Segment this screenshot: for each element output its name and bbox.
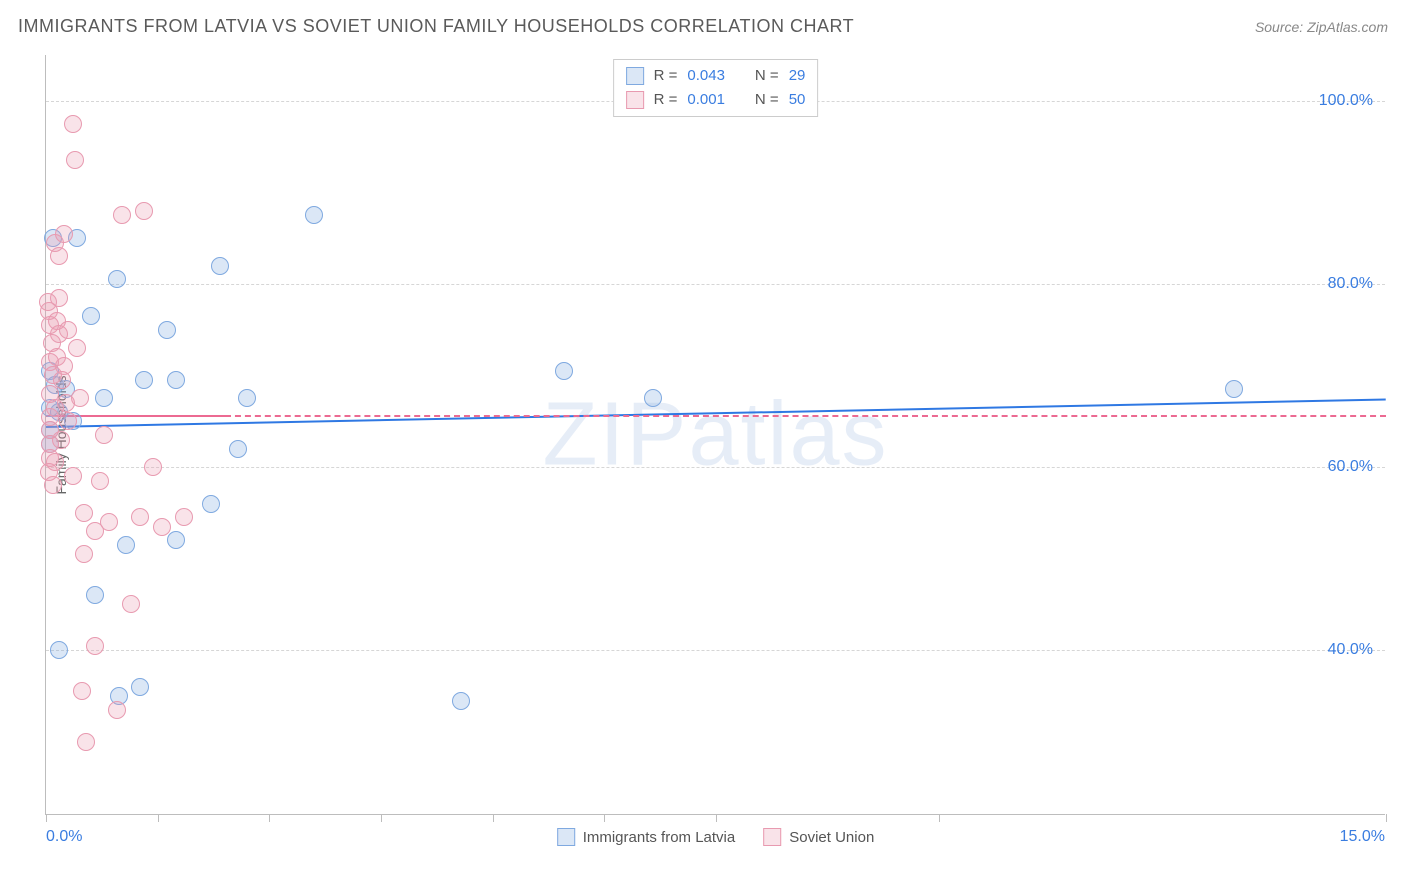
watermark: ZIPatlas [542,383,888,486]
data-point-soviet [100,513,118,531]
data-point-latvia [131,678,149,696]
data-point-soviet [113,206,131,224]
y-tick-label: 60.0% [1328,458,1373,476]
data-point-latvia [229,440,247,458]
data-point-soviet [44,476,62,494]
r-value-latvia: 0.043 [687,64,725,88]
data-point-latvia [555,362,573,380]
r-label: R = [654,88,678,112]
data-point-latvia [50,641,68,659]
y-tick-label: 100.0% [1319,92,1373,110]
r-value-soviet: 0.001 [687,88,725,112]
x-tick [269,814,270,822]
data-point-soviet [46,453,64,471]
data-point-latvia [108,270,126,288]
data-point-latvia [167,531,185,549]
y-tick-label: 80.0% [1328,275,1373,293]
x-axis-min-label: 0.0% [46,828,82,846]
data-point-latvia [117,536,135,554]
data-point-soviet [59,412,77,430]
data-point-latvia [202,495,220,513]
stats-legend-row-soviet: R = 0.001 N = 50 [626,88,806,112]
x-tick [939,814,940,822]
x-tick [493,814,494,822]
swatch-soviet [763,828,781,846]
stats-legend: R = 0.043 N = 29 R = 0.001 N = 50 [613,59,819,117]
legend-item-soviet: Soviet Union [763,828,874,846]
x-tick [381,814,382,822]
data-point-latvia [238,389,256,407]
n-label: N = [755,88,779,112]
data-point-soviet [66,151,84,169]
data-point-soviet [64,467,82,485]
data-point-soviet [73,682,91,700]
data-point-latvia [644,389,662,407]
data-point-latvia [452,692,470,710]
data-point-soviet [71,389,89,407]
n-value-latvia: 29 [789,64,806,88]
gridline [46,650,1385,651]
data-point-latvia [1225,380,1243,398]
data-point-soviet [108,701,126,719]
stats-legend-row-latvia: R = 0.043 N = 29 [626,64,806,88]
r-label: R = [654,64,678,88]
plot-area: ZIPatlas Family Households R = 0.043 N =… [45,55,1385,815]
data-point-soviet [86,637,104,655]
gridline [46,467,1385,468]
trendline-soviet-dashed [225,415,1386,417]
data-point-latvia [86,586,104,604]
data-point-soviet [55,357,73,375]
data-point-soviet [95,426,113,444]
data-point-soviet [175,508,193,526]
swatch-soviet [626,91,644,109]
data-point-latvia [211,257,229,275]
data-point-soviet [55,225,73,243]
data-point-soviet [68,339,86,357]
x-tick [46,814,47,822]
legend-label-soviet: Soviet Union [789,829,874,846]
data-point-soviet [131,508,149,526]
x-tick [158,814,159,822]
data-point-latvia [167,371,185,389]
data-point-soviet [52,431,70,449]
data-point-latvia [158,321,176,339]
swatch-latvia [626,67,644,85]
data-point-latvia [305,206,323,224]
data-point-latvia [135,371,153,389]
x-tick [604,814,605,822]
data-point-soviet [59,321,77,339]
data-point-latvia [95,389,113,407]
data-point-soviet [77,733,95,751]
data-point-soviet [75,504,93,522]
data-point-soviet [64,115,82,133]
data-point-soviet [50,247,68,265]
data-point-soviet [91,472,109,490]
gridline [46,284,1385,285]
swatch-latvia [557,828,575,846]
x-tick [1386,814,1387,822]
data-point-soviet [153,518,171,536]
data-point-soviet [135,202,153,220]
series-legend: Immigrants from Latvia Soviet Union [557,828,875,846]
data-point-soviet [122,595,140,613]
x-axis-max-label: 15.0% [1340,828,1385,846]
data-point-soviet [144,458,162,476]
data-point-latvia [82,307,100,325]
legend-label-latvia: Immigrants from Latvia [583,829,736,846]
chart-title: IMMIGRANTS FROM LATVIA VS SOVIET UNION F… [18,16,854,37]
n-label: N = [755,64,779,88]
data-point-soviet [50,289,68,307]
source-label: Source: ZipAtlas.com [1255,19,1388,35]
legend-item-latvia: Immigrants from Latvia [557,828,736,846]
y-tick-label: 40.0% [1328,641,1373,659]
data-point-soviet [75,545,93,563]
n-value-soviet: 50 [789,88,806,112]
x-tick [716,814,717,822]
